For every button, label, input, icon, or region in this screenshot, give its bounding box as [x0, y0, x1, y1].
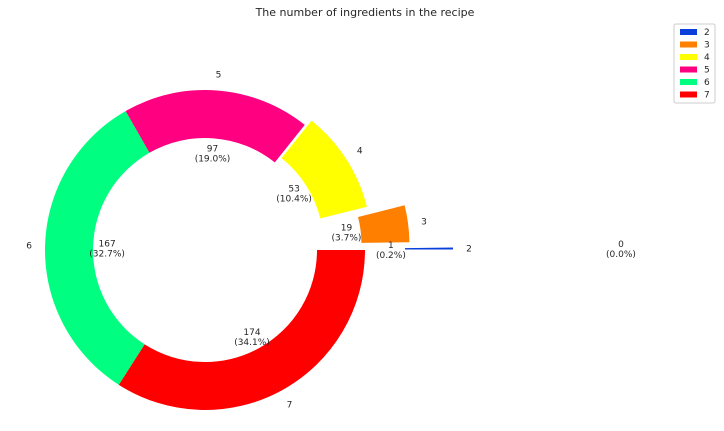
pct-label-2: (0.2%)	[376, 251, 406, 261]
slice-label-2: 2	[466, 244, 472, 254]
pct-label-5: (19.0%)	[195, 154, 231, 164]
slice-label-7: 7	[287, 400, 293, 410]
value-label-3: 19	[341, 224, 353, 234]
slice-label-4: 4	[357, 146, 363, 156]
pie-labels: 2 1(0.2%) 3 19(3.7%) 4 53(10.4%) 5 97(19.0%) 6 16…	[26, 71, 636, 411]
legend-swatch-4	[680, 54, 697, 60]
extra-value-label: 0	[618, 240, 624, 250]
slice-4	[281, 120, 367, 219]
legend-label-2: 2	[704, 28, 710, 38]
legend-label-7: 7	[704, 91, 710, 101]
pct-label-4: (10.4%)	[276, 195, 312, 205]
pct-label-3: (3.7%)	[332, 234, 362, 244]
chart-title: The number of ingredients in the recipe	[255, 6, 475, 19]
slice-5	[125, 90, 305, 163]
value-label-4: 53	[288, 185, 299, 195]
extra-pct-label: (0.0%)	[606, 250, 636, 260]
slice-3	[358, 205, 410, 243]
value-label-2: 1	[388, 241, 394, 251]
slice-2	[404, 247, 454, 250]
legend-swatch-6	[680, 79, 697, 85]
slice-6	[45, 111, 150, 385]
legend-swatch-7	[680, 91, 697, 98]
slice-label-5: 5	[216, 71, 222, 81]
pie-slices	[45, 90, 454, 410]
legend-label-4: 4	[704, 53, 710, 63]
pct-label-7: (34.1%)	[234, 338, 270, 348]
legend-swatch-3	[680, 41, 697, 48]
legend: 2 3 4 5 6 7	[673, 23, 716, 104]
value-label-5: 97	[207, 144, 218, 154]
pct-label-6: (32.7%)	[89, 250, 125, 260]
legend-label-5: 5	[704, 66, 710, 76]
legend-swatch-2	[680, 29, 697, 35]
legend-label-3: 3	[704, 41, 710, 51]
value-label-7: 174	[243, 328, 260, 338]
slice-7	[118, 250, 365, 410]
value-label-6: 167	[99, 240, 116, 250]
slice-label-3: 3	[421, 218, 427, 228]
slice-label-6: 6	[26, 242, 32, 252]
legend-swatch-5	[680, 66, 697, 73]
legend-label-6: 6	[704, 78, 710, 88]
